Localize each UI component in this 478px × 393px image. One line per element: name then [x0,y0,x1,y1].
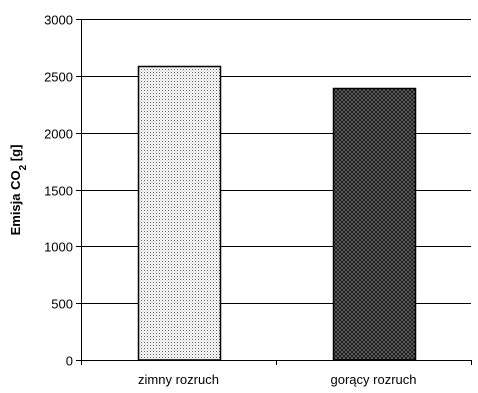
y-axis-title: Emisja CO2 [g] [8,145,29,236]
axes [76,19,472,365]
y-tick-label: 1500 [44,184,73,199]
y-tick-label: 0 [66,354,73,369]
y-tick-label: 500 [51,297,73,312]
x-tick-label: zimny rozruch [138,372,219,387]
bar-1 [137,65,222,361]
bars [137,65,417,361]
bar-2 [332,87,417,361]
y-tick-labels: 0 500 1000 1500 2000 2500 3000 [44,13,73,369]
y-tick-label: 1000 [44,240,73,255]
y-tick-label: 3000 [44,13,73,28]
y-tick-label: 2500 [44,70,73,85]
x-tick-labels: zimny rozruch gorący rozruch [138,372,416,387]
x-tick-label: gorący rozruch [331,372,417,387]
y-tick-label: 2000 [44,127,73,142]
